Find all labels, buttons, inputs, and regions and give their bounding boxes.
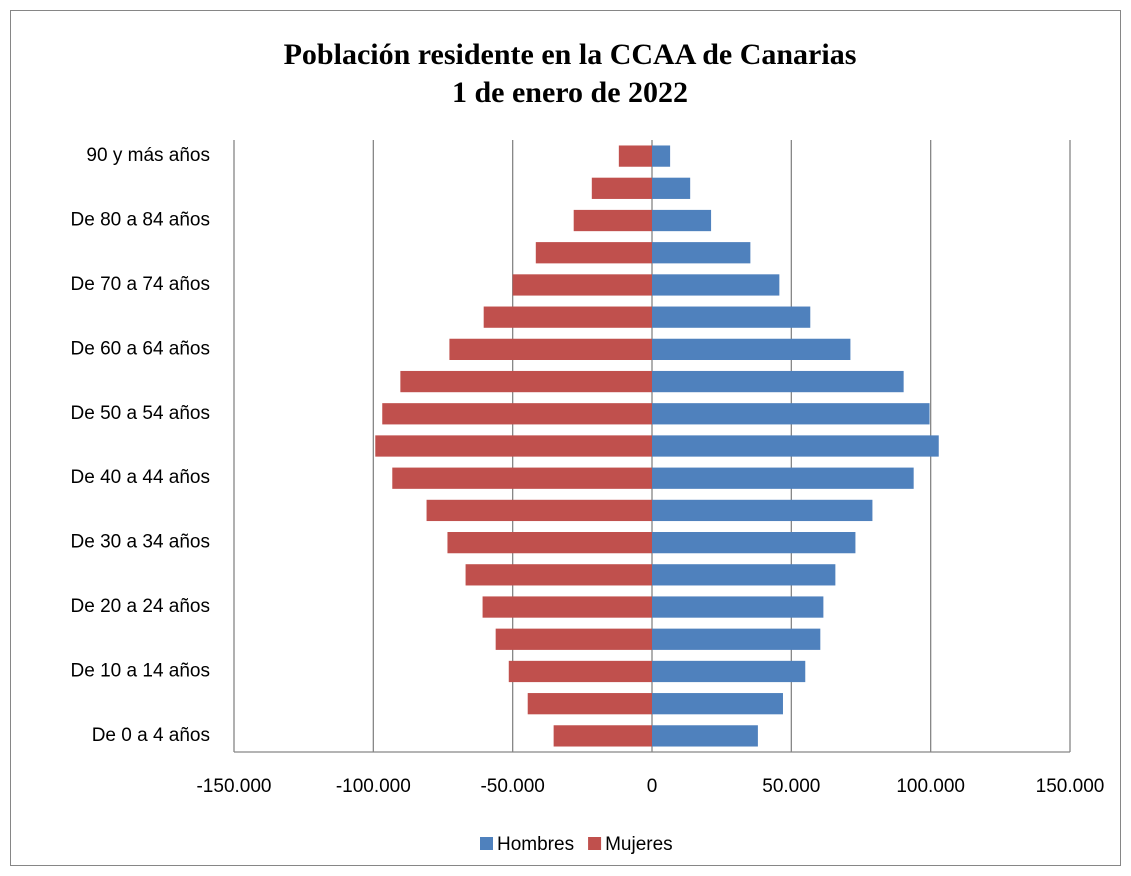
bar	[382, 403, 652, 425]
y-tick-label: De 10 a 14 años	[71, 660, 210, 681]
y-tick-label: De 20 a 24 años	[71, 596, 210, 617]
bar	[465, 564, 652, 586]
legend-swatch	[588, 837, 602, 850]
legend-swatch	[480, 837, 493, 850]
bar	[652, 564, 836, 586]
bar	[652, 467, 914, 489]
legend-label: Mujeres	[605, 834, 673, 855]
chart-subtitle: 1 de enero de 2022	[452, 76, 688, 109]
bar	[483, 306, 652, 328]
chart-title: Población residente en la CCAA de Canari…	[284, 38, 857, 71]
x-tick-label: 0	[647, 776, 658, 797]
bar	[618, 145, 652, 167]
bar	[426, 499, 652, 522]
bar	[482, 596, 652, 618]
bar	[652, 435, 939, 457]
bar	[512, 274, 652, 296]
bar	[652, 403, 930, 425]
bar	[400, 370, 652, 393]
bar	[652, 338, 851, 360]
bar	[652, 306, 811, 328]
bar	[652, 499, 873, 522]
bar	[652, 628, 821, 650]
bar	[652, 177, 691, 199]
y-tick-label: 90 y más años	[86, 145, 210, 166]
y-tick-label: De 60 a 64 años	[71, 338, 210, 359]
x-tick-label: 50.000	[762, 776, 820, 797]
x-tick-label: 100.000	[896, 776, 965, 797]
x-tick-label: 150.000	[1036, 776, 1105, 797]
x-tick-label: -150.000	[196, 776, 271, 797]
bar	[392, 467, 652, 489]
bar	[447, 532, 652, 554]
x-tick-label: -100.000	[336, 776, 411, 797]
bar	[652, 274, 780, 296]
bar	[652, 725, 758, 747]
bar	[652, 242, 751, 264]
bar	[573, 209, 652, 232]
bar	[591, 177, 652, 199]
x-tick-label: -50.000	[480, 776, 544, 797]
y-tick-label: De 0 a 4 años	[92, 725, 210, 746]
y-tick-label: De 80 a 84 años	[71, 210, 210, 231]
bar	[652, 145, 671, 167]
bar	[652, 660, 806, 683]
legend-label: Hombres	[497, 834, 574, 855]
bar	[652, 596, 824, 618]
bar	[652, 532, 856, 554]
bar	[652, 209, 712, 232]
bar	[535, 242, 652, 264]
bar	[652, 370, 904, 393]
y-tick-label: De 50 a 54 años	[71, 403, 210, 424]
bar	[553, 725, 652, 747]
y-tick-label: De 70 a 74 años	[71, 274, 210, 295]
bar	[375, 435, 652, 457]
y-tick-label: De 30 a 34 años	[71, 532, 210, 553]
y-tick-label: De 40 a 44 años	[71, 467, 210, 488]
bar	[449, 338, 652, 360]
bar	[495, 628, 652, 650]
bar	[527, 693, 652, 715]
bar	[652, 693, 783, 715]
bar	[508, 660, 652, 683]
